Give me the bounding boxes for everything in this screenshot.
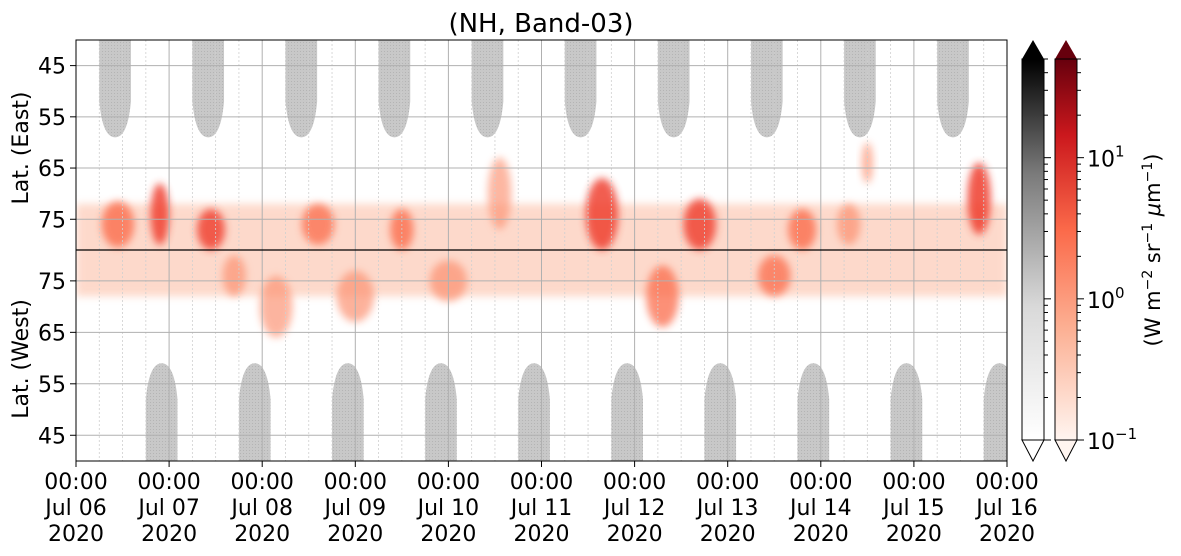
- emission-blob: [586, 178, 619, 250]
- night-mask-east: [379, 40, 411, 137]
- night-mask-west: [984, 363, 1016, 461]
- night-mask-west: [239, 363, 271, 461]
- y-axis-label-west: Lat. (West): [9, 299, 34, 419]
- night-mask-east: [99, 40, 131, 137]
- emission-blob: [302, 204, 335, 245]
- x-tick-label: 2020: [793, 522, 849, 547]
- x-tick-label: 00:00: [975, 470, 1038, 495]
- night-mask-west: [611, 363, 643, 461]
- y-tick-label: 65: [38, 321, 66, 346]
- x-tick-label: 00:00: [510, 470, 573, 495]
- emission-blob: [646, 266, 679, 327]
- emission-blob: [683, 199, 716, 250]
- x-tick-label: 2020: [979, 522, 1035, 547]
- x-tick-label: 2020: [886, 522, 942, 547]
- night-mask-east: [844, 40, 876, 137]
- x-tick-label: Jul 12: [602, 496, 666, 521]
- colorbar-greys: [1022, 40, 1044, 461]
- x-tick-label: Jul 06: [43, 496, 107, 521]
- x-tick-label: 00:00: [417, 470, 480, 495]
- x-tick-label: Jul 07: [136, 496, 200, 521]
- night-mask-west: [798, 363, 830, 461]
- night-mask-east: [937, 40, 969, 137]
- y-axis-label-east: Lat. (East): [9, 92, 34, 205]
- x-tick-label: 00:00: [137, 470, 200, 495]
- colorbar-reds: [1055, 40, 1077, 461]
- night-mask-east: [658, 40, 690, 137]
- colorbar-tick-label: 101: [1087, 143, 1125, 173]
- x-tick-label: 00:00: [882, 470, 945, 495]
- colorbar-greys-bottom-arrow: [1022, 440, 1044, 461]
- emission-blob: [223, 255, 246, 296]
- x-tick-label: 00:00: [230, 470, 293, 495]
- night-mask-west: [891, 363, 923, 461]
- x-tick-label: 2020: [327, 522, 383, 547]
- x-tick-label: 00:00: [44, 470, 107, 495]
- x-tick-label: 2020: [514, 522, 570, 547]
- night-mask-west: [425, 363, 457, 461]
- emission-blob: [197, 209, 225, 250]
- x-tick-label: Jul 10: [416, 496, 480, 521]
- x-tick-label: Jul 15: [881, 496, 945, 521]
- emission-blob: [260, 276, 293, 337]
- colorbar-tick-label: 100: [1087, 284, 1125, 314]
- night-mask-east: [751, 40, 783, 137]
- colorbar-reds-bottom-arrow: [1055, 440, 1077, 461]
- night-mask-east: [472, 40, 504, 137]
- x-tick-label: Jul 14: [788, 496, 852, 521]
- night-mask-east: [192, 40, 224, 137]
- x-tick-label: 2020: [141, 522, 197, 547]
- x-tick-label: 00:00: [603, 470, 666, 495]
- colorbar-label: (W m−2 sr−1 μm−1): [1140, 154, 1165, 347]
- emission-blob: [837, 204, 860, 245]
- night-mask-east: [565, 40, 597, 137]
- colorbar-greys-bar: [1022, 59, 1044, 440]
- y-tick-label: 45: [38, 55, 66, 80]
- night-mask-west: [146, 363, 178, 461]
- night-mask-west: [518, 363, 550, 461]
- y-tick-label: 75: [38, 208, 66, 233]
- y-tick-label: 55: [38, 106, 66, 131]
- x-tick-label: 2020: [48, 522, 104, 547]
- y-tick-label: 55: [38, 373, 66, 398]
- x-tick-label: Jul 09: [323, 496, 387, 521]
- x-tick-label: 00:00: [696, 470, 759, 495]
- night-mask-west: [332, 363, 364, 461]
- emission-blob: [967, 163, 990, 235]
- emission-blob: [102, 201, 135, 247]
- night-mask-east: [285, 40, 317, 137]
- colorbar-tick-label: 10−1: [1087, 425, 1137, 455]
- emission-blob: [488, 158, 511, 230]
- x-tick-label: 2020: [420, 522, 476, 547]
- x-tick-label: Jul 13: [695, 496, 759, 521]
- night-mask-west: [704, 363, 736, 461]
- emission-blob: [788, 209, 816, 250]
- y-tick-label: 75: [38, 270, 66, 295]
- x-tick-label: 00:00: [789, 470, 852, 495]
- y-tick-label: 45: [38, 424, 66, 449]
- x-tick-label: Jul 08: [229, 496, 293, 521]
- x-tick-label: Jul 16: [974, 496, 1038, 521]
- y-axis-ticks: 45 55 65 75 75 65 55 45: [38, 55, 76, 450]
- chart-title: (NH, Band-03): [448, 9, 633, 39]
- x-tick-label: 2020: [234, 522, 290, 547]
- x-tick-label: 00:00: [324, 470, 387, 495]
- colorbar-reds-bar: [1055, 59, 1077, 440]
- colorbar-greys-top-arrow: [1022, 40, 1044, 59]
- x-tick-label: 2020: [700, 522, 756, 547]
- x-tick-label: 2020: [607, 522, 663, 547]
- colorbar-reds-top-arrow: [1055, 40, 1077, 59]
- y-tick-label: 65: [38, 157, 66, 182]
- x-tick-label: Jul 11: [509, 496, 573, 521]
- emission-blob: [150, 183, 169, 244]
